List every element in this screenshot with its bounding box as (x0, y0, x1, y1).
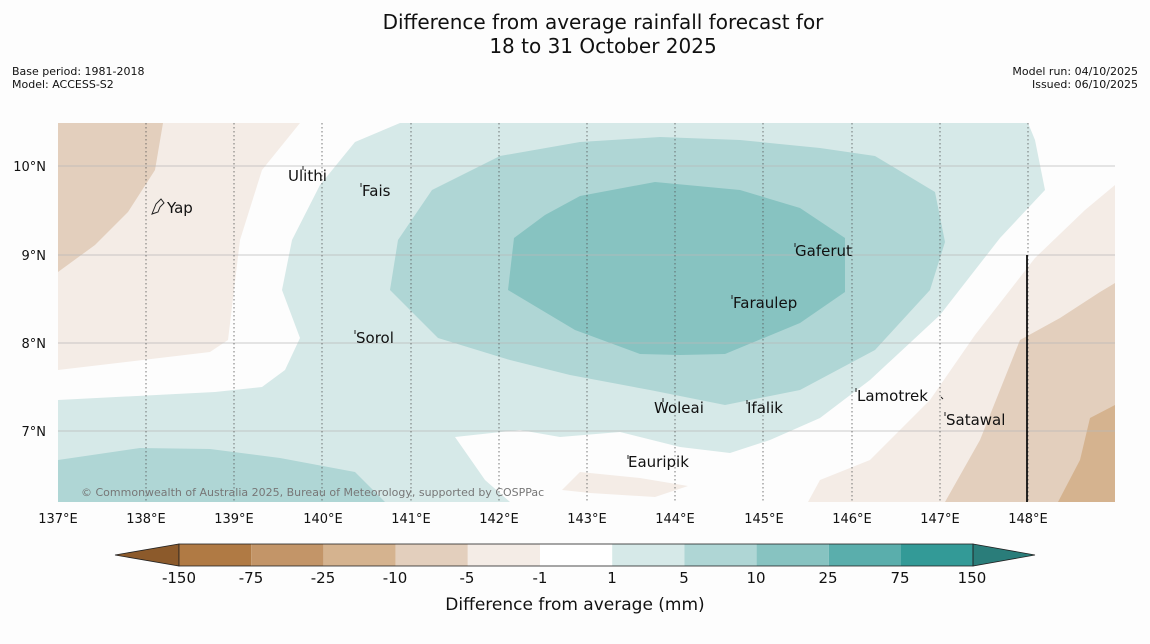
model-text: Model: ACCESS-S2 (12, 78, 114, 91)
run-info: Model run: 04/10/2025 Issued: 06/10/2025 (1012, 65, 1138, 91)
lat-axis-labels: 10°N 9°N 8°N 7°N (13, 160, 46, 440)
place-woleai: Woleai (654, 399, 704, 417)
place-eauripik: Eauripik (628, 453, 689, 471)
colorbar-bin (540, 544, 613, 566)
place-gaferut: Gaferut (795, 242, 852, 260)
base-info: Base period: 1981-2018 Model: ACCESS-S2 (12, 65, 144, 91)
contour-dry-10-nw (58, 123, 163, 272)
colorbar-bin (251, 544, 324, 566)
colorbar-bin (828, 544, 901, 566)
lon-label: 145°E (744, 512, 784, 527)
colorbar-tick-label: -75 (239, 569, 264, 587)
contour-dry-25-se (1058, 405, 1115, 502)
lon-label: 142°E (479, 512, 519, 527)
base-period-text: Base period: 1981-2018 (12, 65, 145, 78)
lon-axis-labels: 137°E 138°E 139°E 140°E 141°E 142°E 143°… (38, 512, 1048, 527)
colorbar-bin (179, 544, 252, 566)
lon-label: 144°E (655, 512, 695, 527)
colorbar-bin (684, 544, 757, 566)
place-yap: Yap (166, 199, 193, 217)
colorbar-tick-label: -25 (311, 569, 336, 587)
lat-label: 8°N (22, 337, 47, 352)
lon-label: 147°E (920, 512, 960, 527)
lon-label: 143°E (567, 512, 607, 527)
colorbar-bin (323, 544, 396, 566)
lon-label: 138°E (126, 512, 166, 527)
place-fais: Fais (362, 182, 391, 200)
copyright-notice: © Commonwealth of Australia 2025, Bureau… (81, 486, 544, 499)
map-title: Difference from average rainfall forecas… (0, 10, 1150, 58)
colorbar-tick-label: 1 (607, 569, 617, 587)
colorbar-tick-label: -150 (162, 569, 196, 587)
colorbar-tick-label: -5 (460, 569, 475, 587)
lat-label: 7°N (22, 425, 47, 440)
colorbar-high-extension (972, 543, 1036, 567)
place-labels: Ulithi Fais Yap Gaferut Faraulep Sorol L… (166, 167, 1005, 471)
colorbar-bin (395, 544, 468, 566)
colorbar-tick-label: -1 (533, 569, 548, 587)
colorbar-bin (612, 544, 685, 566)
contour-wet-10 (508, 182, 845, 355)
rainfall-contours (58, 123, 1115, 502)
lat-label: 9°N (22, 249, 47, 264)
place-faraulep: Faraulep (733, 294, 797, 312)
colorbar-tick-label: 25 (818, 569, 837, 587)
colorbar-tick-label: -10 (383, 569, 408, 587)
map-grid (58, 123, 1115, 502)
place-ulithi: Ulithi (288, 167, 327, 185)
title-line-2: 18 to 31 October 2025 (489, 34, 717, 58)
lon-label: 141°E (391, 512, 431, 527)
lon-label: 146°E (832, 512, 872, 527)
model-run-text: Model run: 04/10/2025 (1012, 65, 1138, 78)
lon-label: 148°E (1008, 512, 1048, 527)
colorbar-tick-label: 150 (958, 569, 987, 587)
place-ifalik: Ifalik (747, 399, 783, 417)
contour-dry-5-south (562, 472, 688, 497)
colorbar-bin (901, 544, 973, 566)
colorbar-low-extension (114, 543, 180, 567)
lon-label: 140°E (303, 512, 343, 527)
issued-text: Issued: 06/10/2025 (1031, 78, 1138, 91)
lon-label: 139°E (214, 512, 254, 527)
colorbar-tick-label: 5 (679, 569, 689, 587)
colorbar: -150 -75 -25 -10 -5 -1 1 5 10 25 75 150 … (114, 543, 1036, 615)
place-lamotrek: Lamotrek (857, 387, 928, 405)
colorbar-bin (756, 544, 829, 566)
title-line-1: Difference from average rainfall forecas… (382, 10, 824, 34)
colorbar-tick-label: 10 (746, 569, 765, 587)
lat-label: 10°N (13, 160, 46, 175)
yap-island-icon (151, 198, 165, 215)
lon-label: 137°E (38, 512, 78, 527)
colorbar-bin (467, 544, 540, 566)
colorbar-tick-label: 75 (890, 569, 909, 587)
place-satawal: Satawal (946, 411, 1005, 429)
island-markers (151, 166, 946, 459)
contour-wet-5-south (58, 448, 385, 502)
contour-dry-10-se (945, 283, 1115, 502)
colorbar-label: Difference from average (mm) (445, 595, 704, 615)
place-sorol: Sorol (356, 329, 394, 347)
